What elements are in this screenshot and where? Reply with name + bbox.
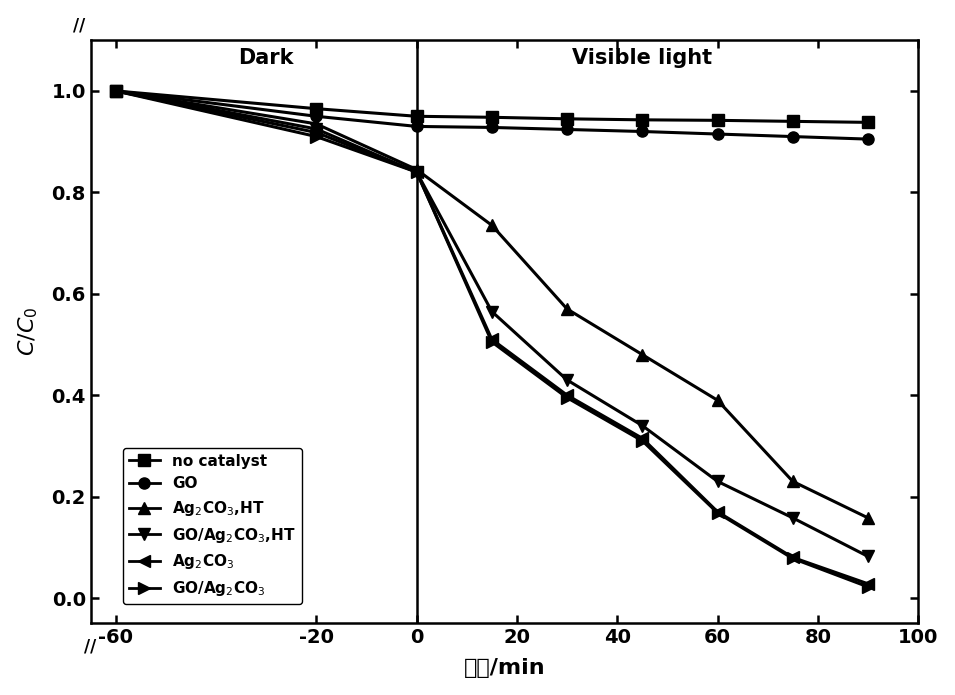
Ag$_2$CO$_3$,HT <box>562 305 573 313</box>
no catalyst <box>486 113 498 122</box>
Line: GO/Ag$_2$CO$_3$: GO/Ag$_2$CO$_3$ <box>110 85 874 592</box>
Ag$_2$CO$_3$ <box>562 391 573 400</box>
Line: no catalyst: no catalyst <box>110 85 874 128</box>
GO <box>862 135 874 143</box>
GO/Ag$_2$CO$_3$,HT <box>862 553 874 561</box>
GO/Ag$_2$CO$_3$ <box>110 87 121 95</box>
Ag$_2$CO$_3$,HT <box>411 165 422 174</box>
Line: Ag$_2$CO$_3$,HT: Ag$_2$CO$_3$,HT <box>110 85 874 523</box>
GO/Ag$_2$CO$_3$,HT <box>562 376 573 384</box>
GO/Ag$_2$CO$_3$,HT <box>637 421 648 430</box>
GO <box>787 132 798 140</box>
GO/Ag$_2$CO$_3$,HT <box>411 168 422 177</box>
GO/Ag$_2$CO$_3$,HT <box>110 87 121 95</box>
Ag$_2$CO$_3$,HT <box>637 350 648 359</box>
Ag$_2$CO$_3$,HT <box>862 514 874 522</box>
no catalyst <box>637 115 648 124</box>
GO <box>411 122 422 131</box>
Ag$_2$CO$_3$ <box>787 553 798 562</box>
no catalyst <box>787 117 798 126</box>
no catalyst <box>310 104 322 113</box>
Ag$_2$CO$_3$ <box>862 580 874 588</box>
Text: Visible light: Visible light <box>572 48 712 68</box>
GO/Ag$_2$CO$_3$ <box>862 582 874 591</box>
GO/Ag$_2$CO$_3$,HT <box>711 477 723 486</box>
Ag$_2$CO$_3$,HT <box>110 87 121 95</box>
no catalyst <box>110 87 121 95</box>
Ag$_2$CO$_3$ <box>310 129 322 137</box>
GO/Ag$_2$CO$_3$ <box>486 338 498 346</box>
Ag$_2$CO$_3$,HT <box>310 120 322 128</box>
GO/Ag$_2$CO$_3$,HT <box>787 514 798 522</box>
Text: Dark: Dark <box>239 48 294 68</box>
Ag$_2$CO$_3$ <box>711 507 723 516</box>
no catalyst <box>562 115 573 123</box>
GO <box>110 87 121 95</box>
GO/Ag$_2$CO$_3$ <box>787 555 798 563</box>
X-axis label: 时间/min: 时间/min <box>463 658 545 678</box>
GO/Ag$_2$CO$_3$ <box>637 436 648 445</box>
GO <box>637 127 648 136</box>
GO <box>562 125 573 133</box>
Text: //: // <box>84 637 96 655</box>
Line: Ag$_2$CO$_3$: Ag$_2$CO$_3$ <box>110 85 874 589</box>
no catalyst <box>711 116 723 124</box>
GO/Ag$_2$CO$_3$,HT <box>310 125 322 133</box>
Ag$_2$CO$_3$ <box>411 168 422 177</box>
Ag$_2$CO$_3$,HT <box>486 221 498 229</box>
Ag$_2$CO$_3$ <box>486 335 498 343</box>
Ag$_2$CO$_3$,HT <box>711 396 723 404</box>
Ag$_2$CO$_3$ <box>110 87 121 95</box>
GO <box>711 130 723 138</box>
Y-axis label: $C/C_0$: $C/C_0$ <box>16 307 40 357</box>
Line: GO: GO <box>110 85 874 145</box>
GO/Ag$_2$CO$_3$ <box>310 132 322 140</box>
GO/Ag$_2$CO$_3$ <box>711 509 723 517</box>
Ag$_2$CO$_3$,HT <box>787 477 798 486</box>
no catalyst <box>411 112 422 120</box>
Legend: no catalyst, GO, Ag$_2$CO$_3$,HT, GO/Ag$_2$CO$_3$,HT, Ag$_2$CO$_3$, GO/Ag$_2$CO$: no catalyst, GO, Ag$_2$CO$_3$,HT, GO/Ag$… <box>123 448 302 604</box>
GO/Ag$_2$CO$_3$ <box>411 168 422 177</box>
Text: //: // <box>74 17 86 35</box>
GO/Ag$_2$CO$_3$,HT <box>486 307 498 316</box>
Line: GO/Ag$_2$CO$_3$,HT: GO/Ag$_2$CO$_3$,HT <box>110 85 874 562</box>
GO/Ag$_2$CO$_3$ <box>562 393 573 402</box>
no catalyst <box>862 118 874 126</box>
GO <box>310 112 322 120</box>
Ag$_2$CO$_3$ <box>637 434 648 443</box>
GO <box>486 123 498 131</box>
